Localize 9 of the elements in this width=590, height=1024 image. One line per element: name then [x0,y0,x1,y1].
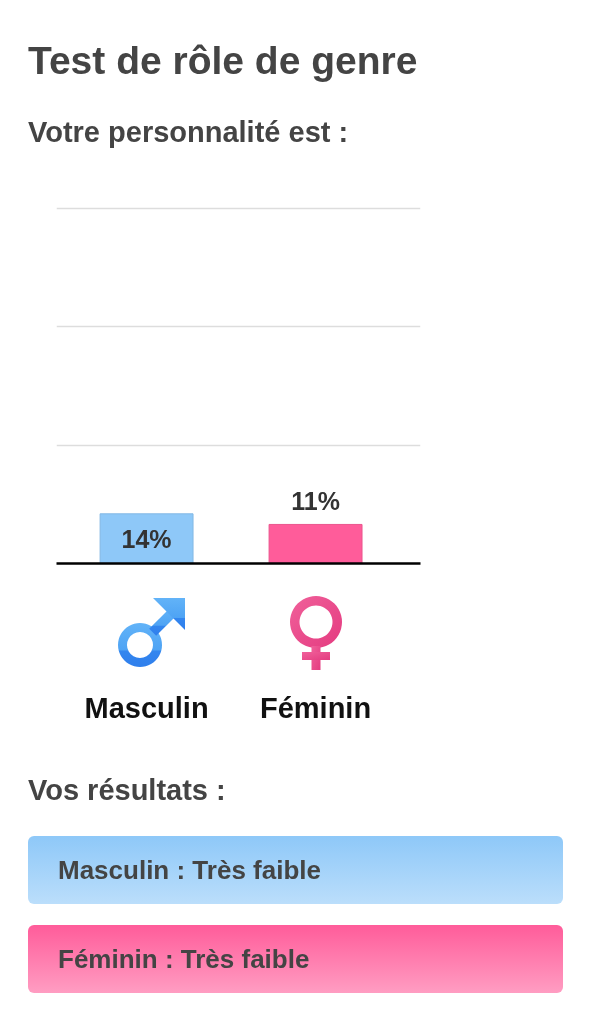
text: Féminin : Très faible [28,925,563,993]
text: Masculin : Très faible [28,836,563,904]
x-tick-label: Féminin [259,691,372,724]
data-label: 14% [121,524,172,553]
text: Vos résultats : [28,774,226,806]
chart-title: Test de rôle de genre [28,39,418,82]
data-label: 11% [291,487,340,516]
x-tick-label: Masculin [84,691,209,724]
chart-subtitle: Votre personnalité est : [28,116,349,148]
